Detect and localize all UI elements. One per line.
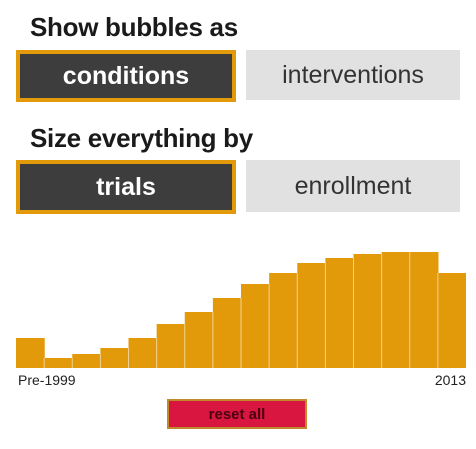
x-start-label: Pre-1999 (18, 372, 76, 388)
chart-bar-6[interactable] (184, 312, 214, 368)
x-end-label: 2013 (434, 372, 466, 388)
conditions-button[interactable]: conditions (16, 50, 236, 102)
chart-bar-8[interactable] (241, 284, 270, 368)
chart-bar-4[interactable] (128, 338, 158, 368)
chart-bar-10[interactable] (297, 263, 326, 368)
chart-bar-2[interactable] (72, 354, 101, 368)
chart-bar-15[interactable] (437, 273, 466, 368)
chart-bar-1[interactable] (44, 358, 73, 368)
interventions-button[interactable]: interventions (246, 50, 460, 100)
reset-all-button[interactable]: reset all (167, 399, 307, 429)
chart-bar-0[interactable] (16, 338, 45, 368)
chart-bar-11[interactable] (325, 258, 355, 368)
chart-bar-3[interactable] (100, 348, 130, 368)
enrollment-button[interactable]: enrollment (246, 160, 460, 212)
chart-bar-13[interactable] (381, 252, 411, 368)
chart-bar-12[interactable] (353, 254, 383, 368)
timeline-chart[interactable] (16, 240, 466, 368)
chart-bar-5[interactable] (156, 324, 186, 368)
chart-bar-14[interactable] (409, 252, 439, 368)
size-by-heading: Size everything by (30, 123, 253, 153)
timeline-chart-svg[interactable] (16, 240, 466, 368)
show-bubbles-heading: Show bubbles as (30, 12, 238, 42)
chart-bar-7[interactable] (212, 298, 242, 368)
trials-button[interactable]: trials (16, 160, 236, 214)
chart-bar-9[interactable] (269, 273, 298, 368)
